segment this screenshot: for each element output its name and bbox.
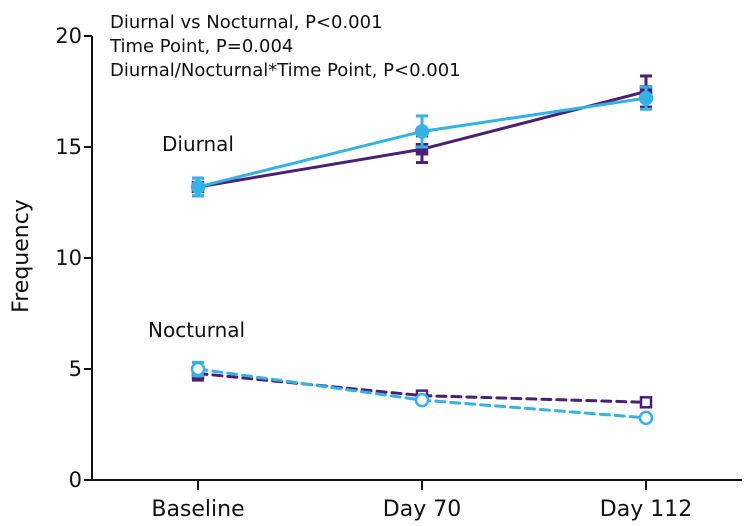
x-axis-tick-label: Day 70	[383, 497, 461, 522]
x-axis-tick-label: Baseline	[151, 497, 244, 522]
data-point-square	[639, 396, 653, 409]
annotation-2: Time Point, P=0.004	[109, 36, 293, 57]
data-point-circle	[190, 179, 206, 195]
data-point-circle	[638, 410, 654, 426]
y-axis-tick-label: 20	[55, 24, 82, 48]
x-axis-tick-label: Day 112	[600, 497, 692, 522]
series-diurnal-circle	[190, 85, 654, 198]
annotation-3: Diurnal/Nocturnal*Time Point, P<0.001	[110, 60, 461, 81]
nocturnal-series-label: Nocturnal	[148, 318, 245, 342]
y-axis-tick-label: 10	[55, 246, 82, 270]
y-axis-tick-label: 15	[55, 135, 82, 159]
data-point-circle	[414, 392, 430, 408]
data-point-circle	[638, 90, 654, 106]
y-axis-tick-label: 5	[69, 357, 82, 381]
diurnal-series-label: Diurnal	[162, 132, 234, 156]
series-layer	[190, 74, 654, 426]
data-point-circle	[414, 124, 430, 139]
series-nocturnal-circle	[190, 360, 654, 426]
annotation-1: Diurnal vs Nocturnal, P<0.001	[110, 12, 383, 33]
axes-layer: 0 5 10 15 20 Baseline Day 70 Day 112	[55, 24, 742, 522]
annotation-block: Diurnal vs Nocturnal, P<0.001 Time Point…	[109, 12, 461, 81]
data-point-circle	[190, 361, 206, 377]
y-axis-tick-label: 0	[69, 468, 82, 492]
y-axis-title: Frequency	[9, 199, 34, 313]
